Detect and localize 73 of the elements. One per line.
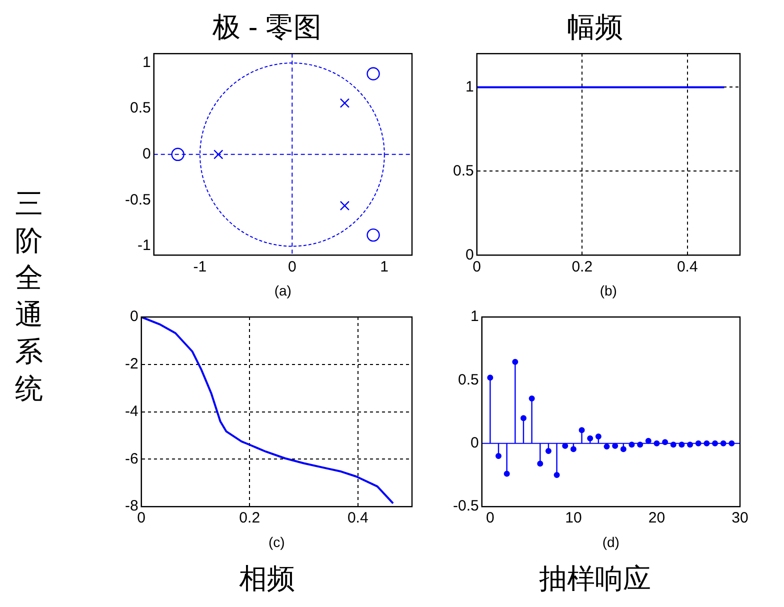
point bbox=[504, 470, 510, 477]
y-tick-label: 0.5 bbox=[458, 371, 479, 388]
x-axis-title: (a) bbox=[274, 282, 292, 298]
point bbox=[366, 67, 380, 80]
point bbox=[645, 438, 652, 444]
y-tick-label: 1 bbox=[466, 78, 474, 96]
point bbox=[496, 453, 502, 460]
point bbox=[704, 440, 710, 446]
x-tick-label: 0.4 bbox=[347, 510, 368, 527]
point bbox=[340, 200, 350, 211]
point bbox=[687, 442, 694, 448]
chart-title: 幅频 bbox=[567, 12, 623, 43]
chart-title: 极 - 零图 bbox=[212, 12, 322, 43]
point bbox=[512, 358, 518, 365]
point bbox=[612, 442, 618, 449]
y-tick-label: -1 bbox=[138, 237, 151, 254]
point bbox=[595, 433, 602, 440]
x-tick-label: 0.4 bbox=[676, 258, 698, 276]
point bbox=[171, 148, 184, 161]
point bbox=[720, 440, 726, 446]
y-tick-label: 0.5 bbox=[130, 100, 151, 117]
x-axis-title: (b) bbox=[600, 282, 617, 298]
x-axis-title: (d) bbox=[602, 534, 620, 550]
point bbox=[366, 228, 380, 242]
point bbox=[570, 446, 576, 452]
text: 相频 bbox=[239, 562, 295, 594]
point bbox=[528, 396, 535, 402]
point bbox=[545, 448, 552, 454]
point bbox=[670, 442, 676, 448]
y-tick-label: 0.5 bbox=[452, 162, 474, 180]
point bbox=[654, 440, 660, 446]
x-tick-label: 0.2 bbox=[572, 258, 593, 276]
point bbox=[554, 472, 560, 478]
point bbox=[620, 446, 626, 452]
x-axis-title: (c) bbox=[268, 534, 285, 550]
y-tick-label: 0 bbox=[142, 146, 151, 163]
point bbox=[728, 440, 735, 446]
y-tick-label: 0 bbox=[470, 434, 479, 452]
text: 三阶全通系统 bbox=[14, 187, 44, 406]
point bbox=[214, 150, 224, 160]
y-tick-label: -6 bbox=[124, 450, 138, 468]
x-tick-label: 30 bbox=[732, 510, 748, 527]
x-tick-label: 1 bbox=[380, 258, 389, 276]
y-tick-label: -2 bbox=[124, 356, 138, 373]
text: 抽样响应 bbox=[539, 562, 651, 594]
y-tick-label: -0.5 bbox=[452, 498, 479, 515]
y-tick-label: 0 bbox=[466, 246, 474, 264]
x-tick-label: -1 bbox=[193, 258, 207, 276]
point bbox=[562, 442, 568, 449]
point bbox=[537, 460, 544, 467]
x-tick-label: 10 bbox=[565, 510, 582, 527]
y-tick-label: -4 bbox=[124, 402, 138, 420]
x-tick-label: 0.2 bbox=[239, 510, 260, 527]
y-tick-label: 1 bbox=[142, 54, 151, 71]
point bbox=[637, 442, 644, 448]
x-tick-label: 0 bbox=[486, 510, 494, 527]
point bbox=[604, 444, 610, 450]
x-tick-label: 0 bbox=[288, 258, 296, 276]
point bbox=[695, 440, 702, 446]
y-tick-label: -0.5 bbox=[124, 191, 151, 208]
point bbox=[340, 98, 350, 108]
y-tick-label: -8 bbox=[124, 498, 138, 515]
point bbox=[678, 442, 685, 448]
point bbox=[712, 440, 718, 446]
point bbox=[628, 442, 635, 448]
y-tick-label: 0 bbox=[130, 308, 138, 326]
y-tick-label: 1 bbox=[470, 308, 479, 326]
point bbox=[587, 435, 594, 442]
point bbox=[662, 439, 668, 446]
point bbox=[487, 374, 494, 381]
point bbox=[578, 427, 585, 434]
point bbox=[520, 415, 526, 422]
x-tick-label: 20 bbox=[648, 510, 666, 527]
